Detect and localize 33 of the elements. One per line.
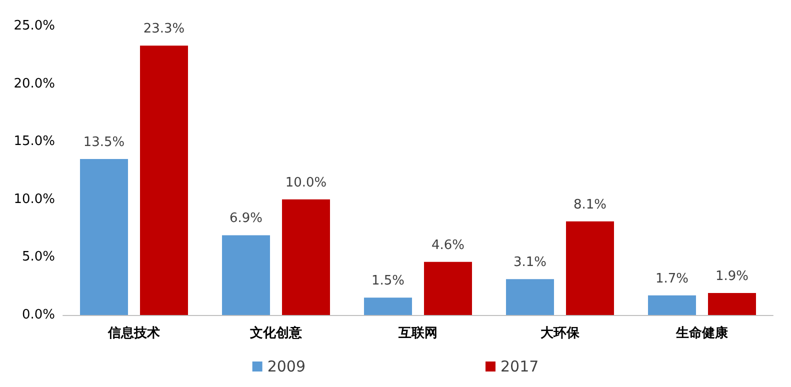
data-label: 23.3% bbox=[143, 22, 185, 37]
x-tick-label: 文化创意 bbox=[249, 325, 303, 341]
data-label: 6.9% bbox=[229, 211, 263, 226]
data-label: 3.1% bbox=[513, 255, 547, 270]
bar bbox=[506, 279, 554, 315]
data-label: 1.9% bbox=[715, 269, 749, 284]
legend-label: 2009 bbox=[267, 358, 306, 376]
x-tick-label: 信息技术 bbox=[107, 325, 160, 341]
data-label: 1.5% bbox=[371, 274, 405, 289]
data-label: 1.7% bbox=[655, 271, 689, 286]
y-tick-label: 20.0% bbox=[14, 76, 55, 92]
data-label: 8.1% bbox=[573, 197, 607, 212]
y-tick-label: 0.0% bbox=[22, 308, 55, 322]
data-label: 13.5% bbox=[83, 134, 125, 150]
bar bbox=[140, 46, 188, 315]
bar bbox=[648, 295, 696, 315]
x-tick-label: 生命健康 bbox=[675, 325, 729, 341]
y-tick-label: 25.0% bbox=[14, 18, 55, 34]
bar bbox=[566, 221, 614, 315]
y-tick-label: 5.0% bbox=[22, 250, 55, 265]
bar bbox=[80, 158, 128, 315]
bar bbox=[222, 235, 270, 315]
y-tick-label: 10.0% bbox=[14, 192, 55, 207]
data-label: 4.6% bbox=[431, 238, 465, 253]
data-label: 10.0% bbox=[285, 175, 327, 190]
bar bbox=[424, 262, 472, 315]
bar bbox=[282, 199, 330, 315]
x-tick-label: 大环保 bbox=[540, 326, 580, 341]
legend-label: 2017 bbox=[500, 358, 539, 376]
bar bbox=[364, 298, 412, 315]
bar bbox=[708, 293, 756, 315]
y-tick-label: 15.0% bbox=[14, 134, 55, 150]
x-tick-label: 互联网 bbox=[398, 326, 438, 341]
